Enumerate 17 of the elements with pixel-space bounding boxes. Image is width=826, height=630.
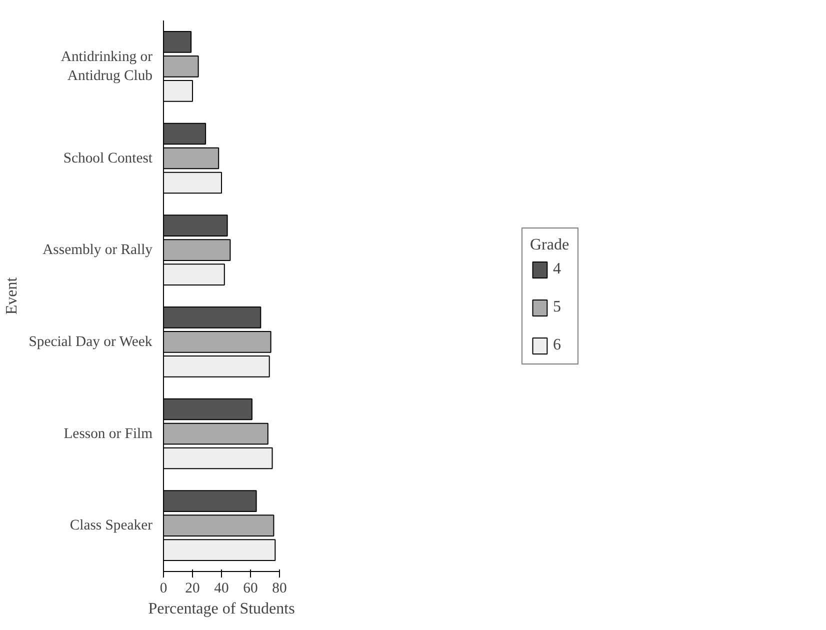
y-axis-title: Event	[4, 276, 21, 315]
y-tick-label: Class Speaker	[70, 518, 153, 534]
legend-label: 5	[552, 298, 562, 316]
x-tick-label: 80	[272, 580, 287, 596]
x-axis-title: Percentage of Students	[148, 600, 295, 618]
x-tick-label: 0	[160, 580, 168, 596]
legend-label: 6	[552, 336, 562, 354]
y-tick-label: Antidrinking or Antidrug Club	[60, 48, 153, 84]
x-tick-label: 60	[243, 580, 258, 596]
x-tick-label: 40	[214, 580, 229, 596]
legend-label: 4	[552, 260, 562, 278]
y-tick-label: School Contest	[63, 150, 153, 166]
y-tick-label: Special Day or Week	[28, 334, 153, 350]
x-tick-label: 20	[185, 580, 200, 596]
y-tick-label: Lesson or Film	[64, 426, 154, 442]
legend-title: Grade	[530, 236, 570, 254]
y-tick-label: Assembly or Rally	[42, 242, 154, 258]
